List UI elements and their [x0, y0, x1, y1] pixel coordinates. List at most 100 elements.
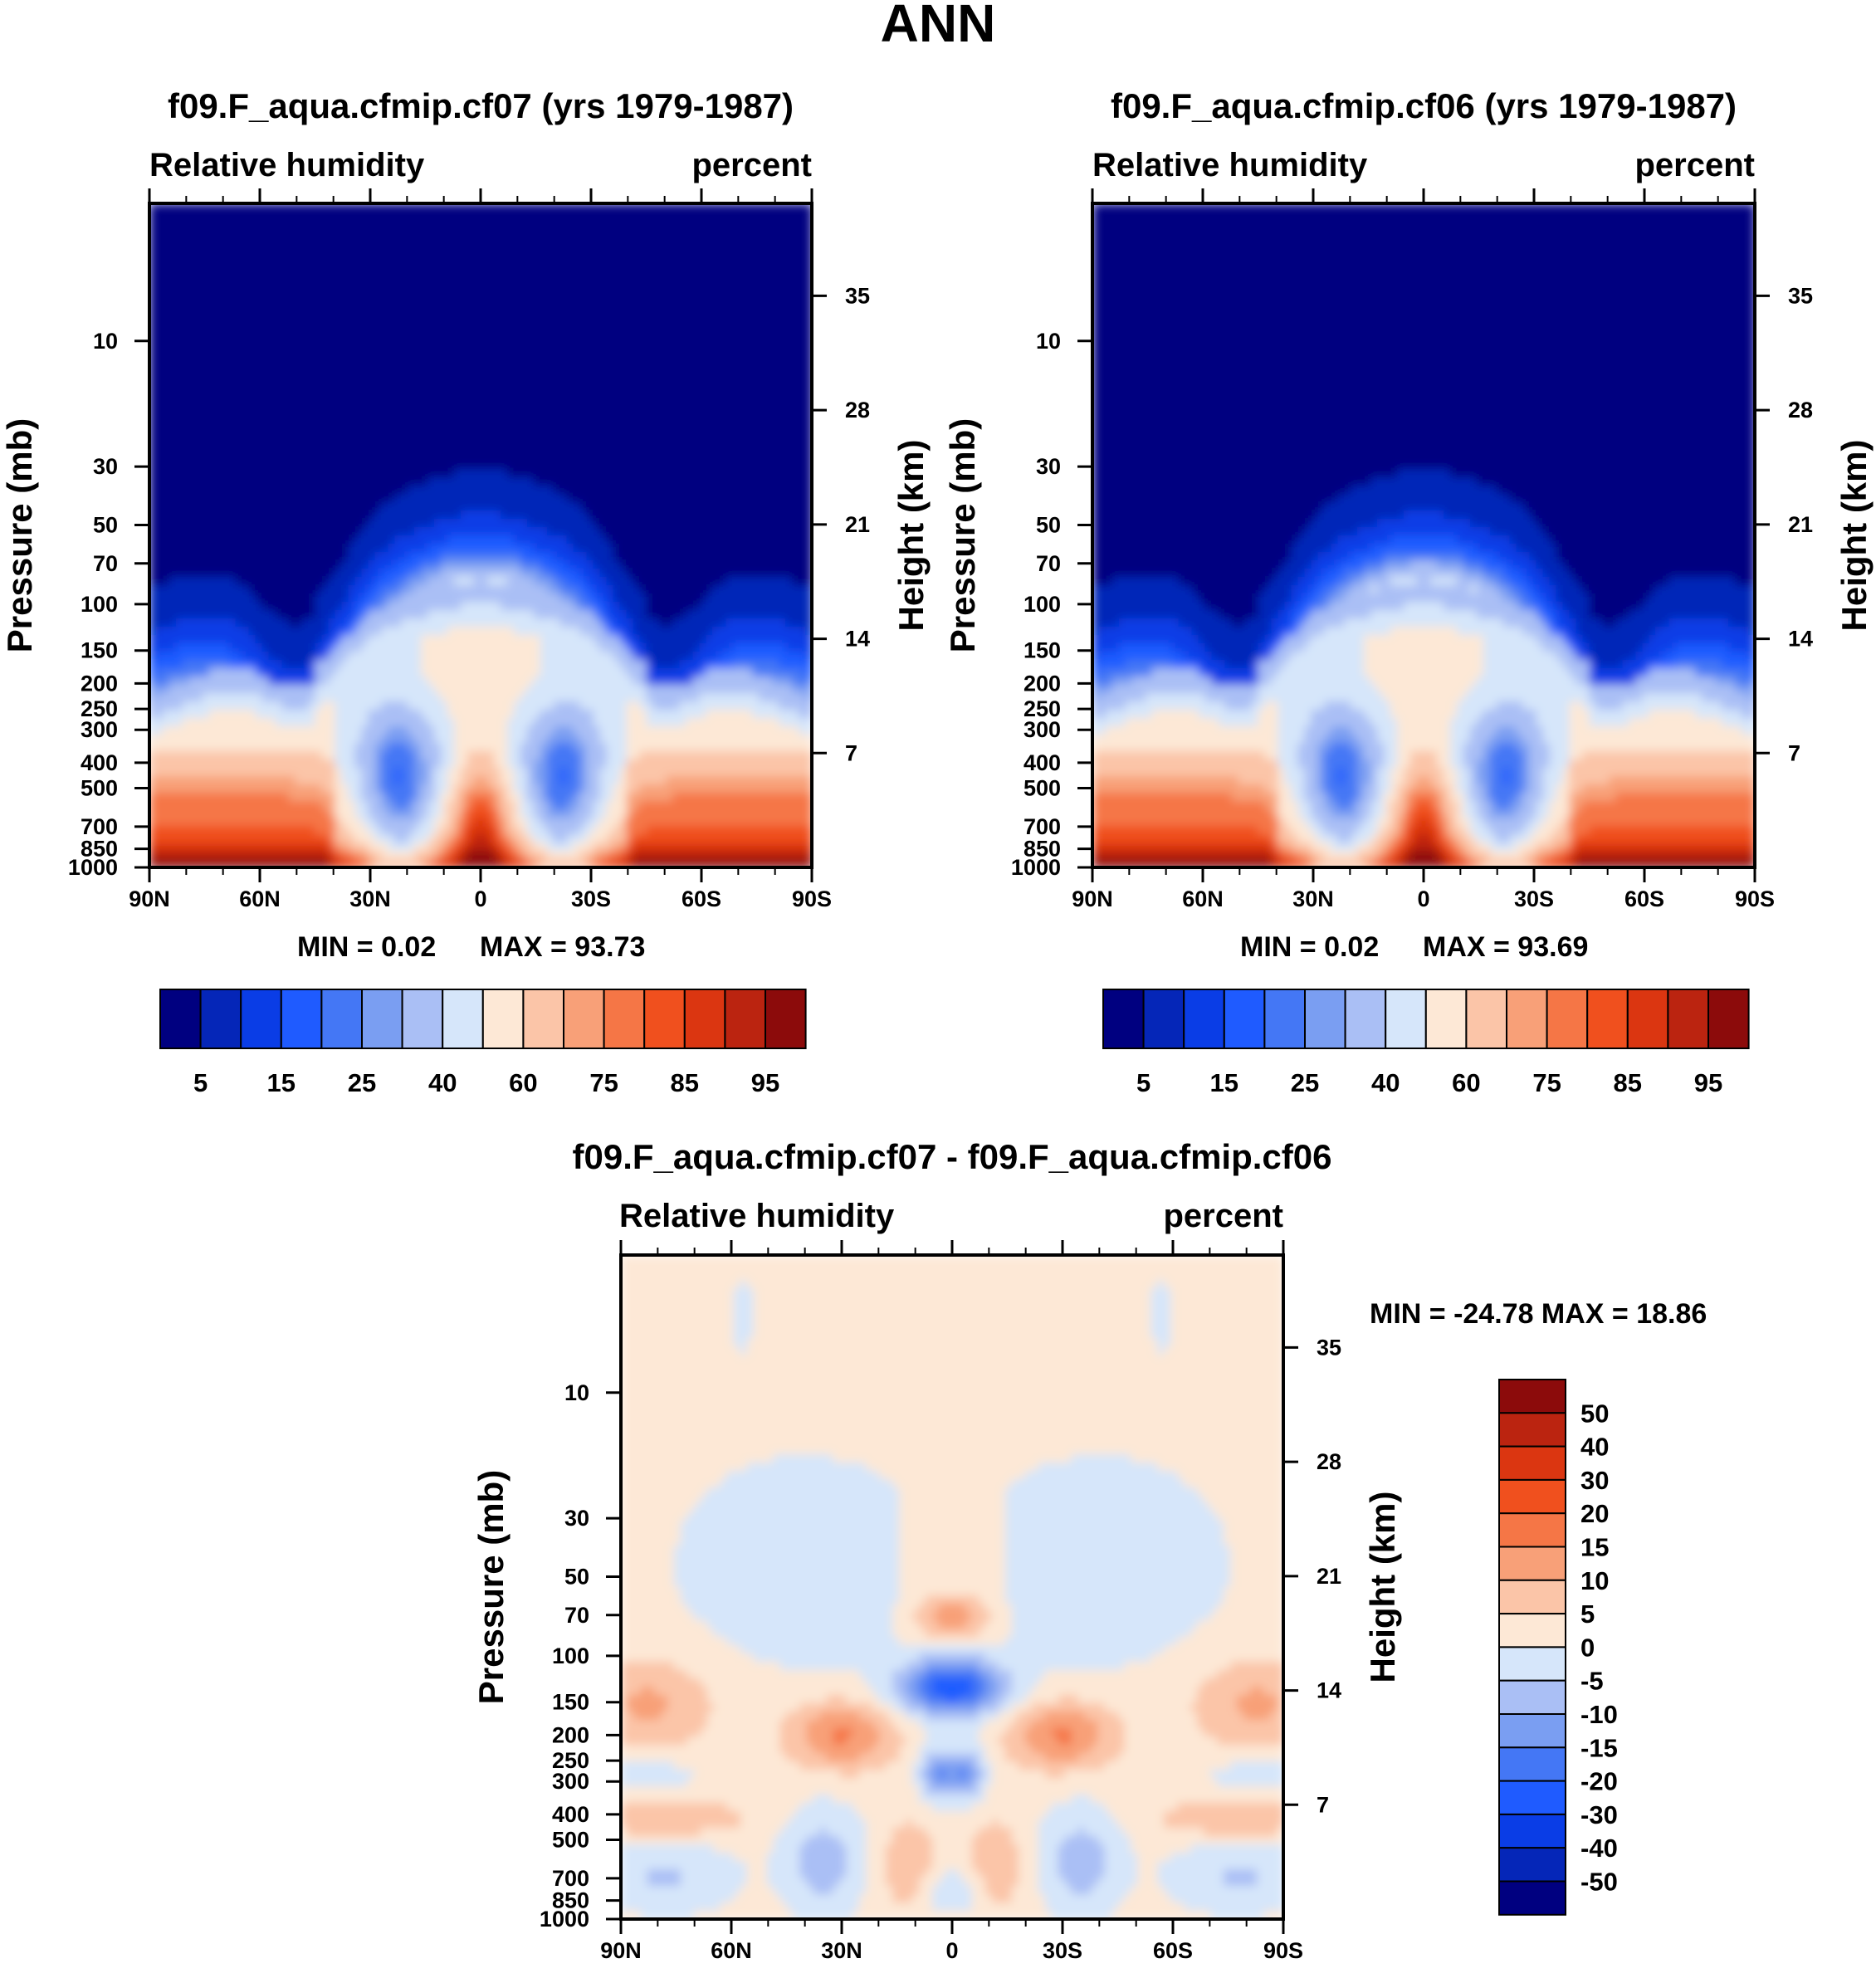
field-cell	[719, 502, 727, 511]
field-cell	[779, 519, 786, 528]
field-cell	[388, 452, 396, 462]
field-cell	[719, 328, 727, 337]
field-cell	[765, 303, 774, 312]
field-cell	[434, 278, 442, 287]
field-cell	[295, 552, 303, 561]
field-cell	[546, 344, 554, 354]
field-cell	[281, 295, 290, 304]
field-cell	[559, 452, 568, 462]
field-cell	[752, 353, 760, 362]
field-cell	[799, 295, 806, 304]
field-cell	[559, 535, 568, 545]
field-cell	[169, 519, 177, 528]
field-cell	[540, 369, 548, 379]
field-cell	[805, 353, 812, 362]
field-cell	[215, 469, 223, 478]
field-cell	[493, 237, 501, 246]
field-cell	[328, 452, 336, 462]
field-cell	[732, 386, 740, 395]
field-cell	[732, 253, 740, 262]
field-cell	[606, 452, 614, 462]
field-cell	[619, 278, 628, 287]
field-cell	[208, 569, 217, 578]
field-cell	[208, 577, 217, 586]
field-cell	[394, 386, 403, 395]
field-cell	[546, 427, 554, 437]
field-cell	[388, 212, 396, 221]
field-cell	[739, 610, 747, 619]
field-cell	[328, 585, 336, 594]
field-cell	[388, 228, 396, 237]
field-cell	[679, 369, 687, 379]
field-cell	[155, 552, 164, 561]
field-cell	[526, 394, 535, 403]
field-cell	[593, 593, 601, 603]
field-cell	[759, 228, 767, 237]
field-cell	[261, 286, 270, 295]
field-cell	[175, 593, 183, 603]
field-cell	[215, 212, 223, 221]
field-cell	[328, 261, 336, 271]
field-cell	[500, 245, 508, 254]
field-cell	[149, 386, 157, 395]
field-cell	[593, 411, 601, 420]
field-cell	[566, 311, 574, 320]
field-cell	[559, 593, 568, 603]
field-cell	[341, 411, 349, 420]
field-cell	[195, 303, 203, 312]
field-cell	[593, 452, 601, 462]
field-cell	[593, 427, 601, 437]
field-cell	[613, 519, 621, 528]
field-cell	[659, 320, 667, 329]
field-cell	[586, 378, 594, 387]
field-cell	[261, 585, 270, 594]
field-cell	[308, 378, 316, 387]
field-cell	[599, 253, 608, 262]
field-cell	[374, 502, 383, 511]
field-cell	[195, 212, 203, 221]
field-cell	[639, 237, 647, 246]
field-cell	[626, 253, 634, 262]
field-cell	[388, 461, 396, 470]
field-cell	[235, 502, 243, 511]
field-cell	[566, 477, 574, 486]
field-cell	[739, 403, 747, 412]
field-cell	[785, 502, 793, 511]
field-cell	[288, 427, 296, 437]
field-cell	[593, 436, 601, 445]
field-cell	[288, 577, 296, 586]
field-cell	[315, 212, 323, 221]
field-cell	[579, 502, 588, 511]
field-cell	[461, 602, 468, 611]
field-cell	[553, 361, 561, 370]
field-cell	[725, 386, 734, 395]
field-cell	[427, 427, 436, 437]
field-cell	[361, 544, 369, 553]
field-cell	[461, 544, 468, 553]
field-cell	[354, 502, 363, 511]
field-cell	[394, 286, 403, 295]
field-cell	[706, 403, 714, 412]
field-cell	[175, 461, 183, 470]
field-cell	[447, 585, 455, 594]
field-cell	[421, 394, 429, 403]
field-cell	[149, 328, 157, 337]
field-cell	[474, 569, 481, 578]
field-cell	[414, 278, 423, 287]
field-cell	[506, 261, 515, 271]
field-cell	[725, 378, 734, 387]
field-cell	[202, 527, 210, 536]
field-cell	[619, 220, 628, 229]
field-cell	[348, 237, 356, 246]
field-cell	[573, 502, 581, 511]
field-cell	[779, 270, 786, 279]
field-cell	[354, 394, 363, 403]
field-cell	[255, 394, 263, 403]
field-cell	[195, 527, 203, 536]
field-cell	[354, 577, 363, 586]
field-cell	[732, 527, 740, 536]
field-cell	[401, 378, 409, 387]
field-cell	[481, 270, 488, 279]
field-cell	[712, 411, 721, 420]
field-cell	[725, 344, 734, 354]
